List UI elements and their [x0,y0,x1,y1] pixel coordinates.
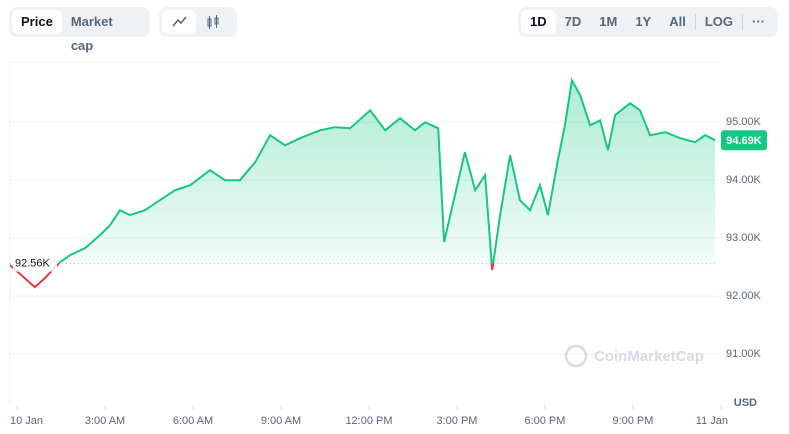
x-tick-label: 6:00 PM [524,415,565,427]
watermark: CoinMarketCap [594,348,704,365]
range-toggle: 1D 7D 1M 1Y All LOG ··· [518,7,778,37]
unit-label: USD [734,397,757,409]
watermark-logo [564,344,588,368]
divider [694,14,696,30]
x-tick-label: 9:00 PM [612,415,653,427]
line-style-button[interactable] [162,10,196,34]
last-price-label: 94.69K [726,135,762,147]
x-tick-label: 12:00 PM [345,415,392,427]
area-fill [10,80,716,264]
candle-style-button[interactable] [196,10,230,34]
range-1d[interactable]: 1D [521,10,556,34]
x-tick-label: 6:00 AM [173,415,213,427]
y-tick-label: 94.00K [726,174,762,186]
range-1m[interactable]: 1M [599,14,618,29]
last-price-tag [721,130,767,151]
price-mode-toggle: Price Market cap [9,7,150,53]
y-tick-label: 92.00K [726,290,762,302]
range-7d[interactable]: 7D [564,14,582,29]
price-line-up [57,77,716,264]
y-tick-label: 91.00K [726,348,762,360]
candle-icon [207,15,219,29]
range-all[interactable]: All [669,14,686,29]
x-tick-label: 10 Jan [10,415,43,427]
divider [742,14,744,30]
baseline-label: 92.56K [15,258,51,270]
x-tick-label: 3:00 AM [85,415,125,427]
tab-market-cap[interactable]: Market cap [70,14,113,53]
line-icon [172,16,187,27]
x-tick-label: 11 Jan [696,415,728,427]
range-1y[interactable]: 1Y [635,14,652,29]
more-button[interactable]: ··· [752,14,766,29]
y-tick-label: 93.00K [726,232,762,244]
baseline-label-bg [13,255,57,272]
tab-price[interactable]: Price [12,10,62,34]
chart-style-toggle [159,7,237,37]
x-tick-label: 3:00 PM [436,415,477,427]
y-tick-label: 95.00K [726,116,762,128]
log-button[interactable]: LOG [704,14,734,29]
x-tick-label: 9:00 AM [261,415,301,427]
